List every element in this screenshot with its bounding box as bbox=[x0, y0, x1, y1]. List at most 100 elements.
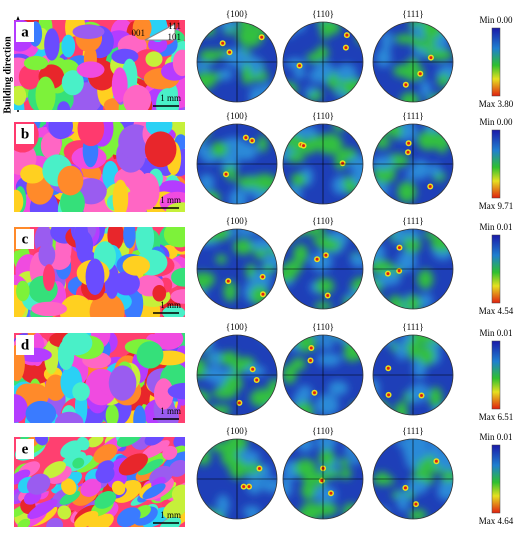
density-blob bbox=[283, 135, 297, 148]
hot-spot bbox=[247, 485, 251, 489]
grain bbox=[77, 122, 105, 147]
pole-figure-title: {110} bbox=[312, 322, 334, 332]
density-blob bbox=[350, 253, 363, 268]
colorbar-max: Max 4.54 bbox=[479, 306, 514, 316]
density-blob bbox=[242, 506, 261, 516]
grain bbox=[72, 382, 90, 401]
pf-rim bbox=[196, 228, 278, 310]
density-blob bbox=[215, 49, 229, 58]
grain bbox=[102, 160, 119, 190]
grain bbox=[152, 333, 184, 350]
grain bbox=[20, 164, 45, 184]
density-blob bbox=[286, 152, 305, 163]
density-blob bbox=[293, 125, 318, 138]
pole-figure bbox=[373, 229, 453, 309]
grain bbox=[172, 49, 185, 77]
pf-rim bbox=[282, 123, 364, 205]
density-blob bbox=[233, 238, 254, 255]
grain bbox=[34, 437, 49, 446]
grain bbox=[113, 271, 140, 296]
hot-spot bbox=[251, 367, 255, 371]
grain bbox=[145, 51, 163, 67]
density-blob bbox=[197, 62, 213, 71]
density-blob bbox=[445, 124, 453, 139]
grain bbox=[105, 404, 119, 423]
density-blob bbox=[429, 163, 442, 177]
density-blob bbox=[197, 336, 209, 351]
hot-spot bbox=[397, 246, 401, 250]
density-blob bbox=[258, 196, 276, 204]
colorbar-min: Min 0.00 bbox=[479, 117, 513, 127]
density-blob bbox=[197, 22, 214, 32]
hot-spot bbox=[341, 161, 345, 165]
density-blob bbox=[373, 242, 386, 262]
density-blob bbox=[318, 449, 335, 468]
pole-figure-title: {100} bbox=[226, 9, 248, 19]
density-blob bbox=[197, 131, 204, 144]
grain bbox=[57, 339, 75, 371]
density-blob bbox=[351, 167, 363, 187]
density-blob bbox=[333, 124, 347, 132]
density-blob bbox=[342, 503, 360, 519]
grain bbox=[61, 478, 77, 495]
hot-spot bbox=[324, 253, 328, 257]
pf-rim bbox=[372, 123, 454, 205]
label-box bbox=[16, 335, 34, 355]
grain bbox=[170, 289, 185, 304]
ebsd-map bbox=[14, 333, 185, 423]
grain bbox=[17, 518, 31, 527]
hot-spot bbox=[257, 467, 261, 471]
density-blob bbox=[335, 63, 357, 84]
density-blob bbox=[218, 68, 233, 81]
pole-figure bbox=[197, 439, 277, 519]
grain bbox=[167, 382, 185, 400]
density-blob bbox=[347, 439, 363, 451]
density-blob bbox=[202, 272, 215, 287]
colorbar-max: Max 3.80 bbox=[479, 99, 514, 109]
hot-spot bbox=[404, 83, 408, 87]
grain bbox=[74, 227, 89, 253]
grain bbox=[40, 132, 62, 160]
pole-figure-title: {110} bbox=[312, 426, 334, 436]
grain bbox=[166, 202, 185, 212]
density-blob bbox=[412, 467, 434, 476]
density-blob bbox=[241, 63, 253, 86]
density-blob bbox=[338, 458, 350, 467]
grain bbox=[87, 437, 104, 448]
hot-spot bbox=[261, 292, 265, 296]
density-blob bbox=[394, 229, 406, 245]
hot-spot bbox=[434, 459, 438, 463]
grain bbox=[76, 61, 105, 78]
colorbar-min: Min 0.01 bbox=[479, 222, 512, 232]
grain bbox=[72, 24, 105, 39]
pole-figure bbox=[283, 229, 363, 309]
pf-rim bbox=[196, 21, 278, 103]
ebsd-map bbox=[14, 20, 185, 110]
grain bbox=[61, 34, 76, 58]
density-blob bbox=[283, 188, 292, 204]
hot-spot bbox=[226, 279, 230, 283]
grain bbox=[123, 227, 136, 249]
hot-spot bbox=[320, 479, 324, 483]
grain bbox=[116, 507, 141, 527]
pole-figure bbox=[283, 124, 363, 204]
density-blob bbox=[328, 380, 349, 396]
colorbar bbox=[491, 129, 501, 199]
density-blob bbox=[283, 268, 298, 282]
density-blob bbox=[228, 188, 248, 204]
axis-label: Building direction bbox=[2, 36, 13, 114]
hot-spot bbox=[329, 491, 333, 495]
density-blob bbox=[412, 383, 429, 401]
pf-rim bbox=[282, 334, 364, 416]
grain bbox=[163, 227, 185, 248]
grain bbox=[88, 513, 114, 527]
hot-spot bbox=[237, 401, 241, 405]
density-blob bbox=[283, 81, 298, 96]
grain bbox=[162, 498, 185, 519]
density-blob bbox=[443, 191, 453, 204]
scale-label: 1 mm bbox=[160, 510, 181, 520]
hot-spot bbox=[420, 394, 424, 398]
density-blob bbox=[199, 49, 221, 62]
colorbar-min: Min 0.01 bbox=[479, 432, 512, 442]
grain bbox=[26, 473, 51, 495]
